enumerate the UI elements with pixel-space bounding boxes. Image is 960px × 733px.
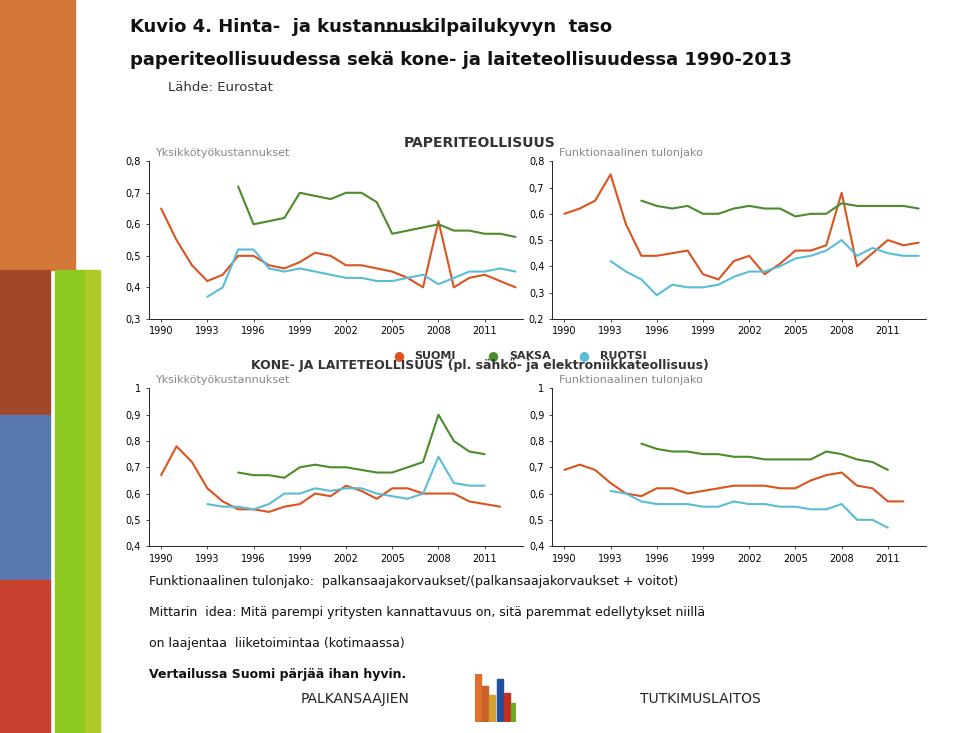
Text: PAPERITEOLLISUUS: PAPERITEOLLISUUS: [404, 136, 556, 150]
Text: Yksikkötyökustannukset: Yksikkötyökustannukset: [156, 375, 291, 386]
Text: ●: ●: [393, 349, 404, 362]
Text: Lähde: Eurostat: Lähde: Eurostat: [168, 81, 273, 94]
Bar: [55, 270, 85, 733]
Text: Funktionaalinen tulonjako: Funktionaalinen tulonjako: [560, 375, 704, 386]
Text: Funktionaalinen tulonjako:  palkansaajakorvaukset/(palkansaajakorvaukset + voito: Funktionaalinen tulonjako: palkansaajako…: [149, 575, 678, 589]
Bar: [511, 703, 516, 722]
Text: PALKANSAAJIEN: PALKANSAAJIEN: [300, 691, 410, 706]
Text: TUTKIMUSLAITOS: TUTKIMUSLAITOS: [640, 691, 761, 706]
Text: SUOMI: SUOMI: [415, 350, 456, 361]
Text: Vertailussa Suomi pärjää ihan hyvin.: Vertailussa Suomi pärjää ihan hyvin.: [149, 668, 406, 681]
Text: on laajentaa  liiketoimintaa (kotimaassa): on laajentaa liiketoimintaa (kotimaassa): [149, 637, 404, 650]
Bar: [504, 693, 510, 722]
Text: Funktionaalinen tulonjako: Funktionaalinen tulonjako: [560, 148, 704, 158]
Bar: [475, 674, 481, 722]
Bar: [0, 580, 50, 733]
Bar: [0, 415, 50, 580]
Text: RUOTSI: RUOTSI: [600, 350, 647, 361]
Bar: [489, 696, 494, 722]
Text: ●: ●: [578, 349, 589, 362]
Text: Mittarin  idea: Mitä parempi yritysten kannattavuus on, sitä paremmat edellytyks: Mittarin idea: Mitä parempi yritysten ka…: [149, 606, 705, 619]
Bar: [482, 686, 488, 722]
Bar: [0, 0, 75, 270]
Text: KONE- JA LAITETEOLLISUUS (pl. sähkö- ja elektroniikkateollisuus): KONE- JA LAITETEOLLISUUS (pl. sähkö- ja …: [252, 358, 708, 372]
Bar: [0, 270, 50, 415]
Bar: [497, 679, 503, 722]
Text: ●: ●: [487, 349, 498, 362]
Text: Yksikkötyökustannukset: Yksikkötyökustannukset: [156, 148, 291, 158]
Text: SAKSA: SAKSA: [509, 350, 550, 361]
Text: paperiteollisuudessa sekä kone- ja laiteteollisuudessa 1990-2013: paperiteollisuudessa sekä kone- ja laite…: [130, 51, 791, 70]
Text: Kuvio 4. Hinta-  ja kustannuskilpailukyvyn  taso: Kuvio 4. Hinta- ja kustannuskilpailukyvy…: [130, 18, 612, 37]
Bar: [85, 270, 100, 733]
